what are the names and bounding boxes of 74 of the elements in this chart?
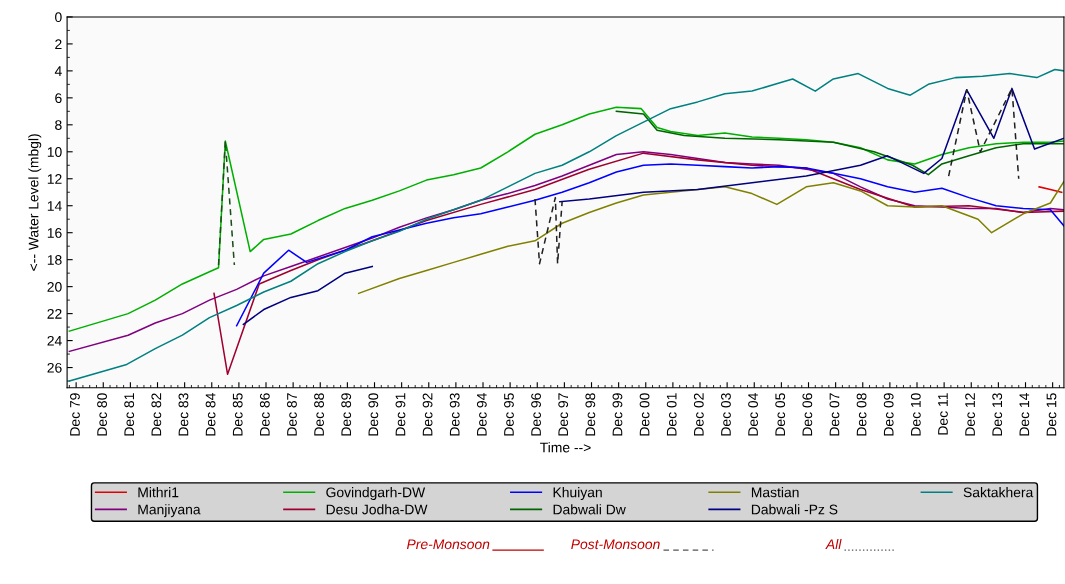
y-tick-label: 16	[47, 228, 62, 238]
legend-label: Govindgarh-DW	[326, 487, 426, 501]
x-tick-label: Dec 14	[1019, 393, 1030, 436]
x-tick-label: Dec 94	[476, 393, 487, 436]
x-tick-label: Dec 80	[97, 393, 107, 436]
legend-label: Dabwali Dw	[553, 504, 626, 515]
x-tick-label: Dec 09	[883, 393, 894, 436]
x-tick-label: Dec 00	[639, 393, 650, 436]
x-tick-label: Dec 04	[748, 393, 758, 436]
text: All	[825, 538, 842, 549]
y-tick-label: 20	[47, 281, 62, 292]
line-series	[235, 163, 1064, 327]
line-series	[947, 87, 1020, 180]
x-tick-label: Dec 01	[666, 393, 677, 436]
line-series	[213, 152, 1064, 376]
x-tick-label: Dec 05	[775, 393, 786, 436]
text: Post-Monsoon	[571, 539, 660, 550]
y-axis-title: <-- Water Level (mbgl)	[28, 134, 42, 271]
y-tick-label: 0	[55, 12, 62, 23]
x-tick-label: Dec 10	[910, 393, 921, 436]
y-tick-label: 10	[47, 147, 62, 157]
x-tick-label: Dec 97	[558, 393, 569, 436]
x-tick-label: Dec 95	[504, 393, 514, 436]
y-tick-label: 2	[55, 39, 62, 49]
x-tick-label: Dec 99	[612, 393, 623, 436]
x-tick-label: Dec 88	[314, 393, 324, 436]
legend-label: Mithri1	[138, 487, 179, 498]
text: Pre-Monsoon	[406, 539, 490, 550]
x-tick-label: Dec 13	[992, 393, 1003, 436]
x-tick-label: Dec 91	[395, 393, 406, 436]
y-tick-label: 14	[47, 201, 62, 211]
x-axis-title: Time -->	[540, 442, 591, 453]
y-tick-label: 22	[47, 308, 62, 319]
legend-label: Desu Jodha-DW	[326, 504, 428, 515]
line-series	[357, 180, 1064, 295]
legend-label: Khuiyan	[553, 487, 602, 501]
x-tick-label: Dec 86	[259, 393, 270, 436]
x-tick-label: Dec 08	[856, 393, 867, 436]
x-tick-label: Dec 82	[151, 393, 162, 436]
x-tick-label: Dec 89	[341, 393, 352, 436]
x-tick-label: Dec 98	[585, 393, 596, 436]
x-tick-label: Dec 84	[205, 393, 216, 436]
y-tick-label: 4	[54, 66, 62, 76]
x-tick-label: Dec 90	[368, 393, 379, 436]
line-series	[534, 196, 563, 265]
legend-label: Mastian	[751, 487, 799, 498]
x-tick-label: Dec 83	[178, 393, 189, 436]
line-series	[615, 110, 1064, 176]
y-tick-label: 26	[47, 362, 62, 373]
y-tick-label: 12	[47, 174, 62, 184]
line-series	[68, 68, 1064, 382]
x-tick-label: Dec 02	[693, 393, 704, 436]
legend-label: Manjiyana	[138, 504, 201, 518]
x-tick-label: Dec 85	[232, 393, 243, 436]
legend-label: Dabwali -Pz S	[751, 504, 838, 515]
x-tick-label: Dec 07	[829, 393, 840, 436]
x-tick-label: Dec 15	[1046, 393, 1057, 436]
y-tick-label: 18	[47, 255, 62, 265]
x-tick-label: Dec 11	[938, 393, 948, 435]
legend-label: Saktakhera	[963, 487, 1034, 498]
x-tick-label: Dec 03	[721, 393, 731, 436]
x-tick-label: Dec 93	[449, 393, 460, 436]
y-tick-label: 6	[55, 93, 62, 104]
y-tick-label: 8	[55, 120, 62, 130]
line-series	[68, 151, 1064, 353]
line-series	[68, 106, 1064, 332]
x-tick-label: Dec 12	[965, 393, 975, 436]
x-tick-label: Dec 06	[802, 393, 813, 436]
x-tick-label: Dec 87	[287, 393, 297, 436]
x-tick-label: Dec 81	[124, 393, 135, 436]
x-tick-label: Dec 96	[531, 393, 541, 436]
x-tick-label: Dec 92	[422, 393, 433, 436]
y-tick-label: 24	[47, 335, 62, 346]
x-tick-label: Dec 79	[70, 393, 80, 436]
